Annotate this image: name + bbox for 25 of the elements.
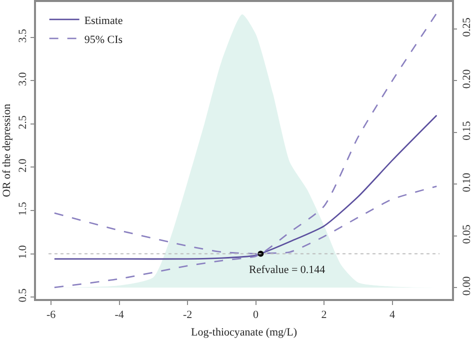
y2-tick-label: 0.05 <box>461 224 474 244</box>
legend-label: Estimate <box>84 14 123 27</box>
x-tick-label: 2 <box>321 308 327 321</box>
x-tick-label: -2 <box>182 308 192 321</box>
y2-tick-label: 0.00 <box>461 276 474 296</box>
line-series <box>54 114 438 260</box>
y-tick-label: 2.5 <box>16 114 29 130</box>
y-axis-title: OR of the depression <box>1 103 13 198</box>
y-tick-label: 0.5 <box>16 288 29 302</box>
y-tick-label: 2.0 <box>16 158 29 172</box>
y-tick-label: 1.5 <box>16 201 29 216</box>
y-tick-label: 1.0 <box>16 244 29 259</box>
x-tick-label: 4 <box>390 308 396 321</box>
y-tick-label: 3.5 <box>16 28 29 43</box>
annotation: Refvalue = 0.144 <box>249 264 326 276</box>
y-tick-label: 3.0 <box>16 72 29 86</box>
y2-tick-label: 0.10 <box>461 172 474 192</box>
x-axis-title: Log-thiocyanate (mg/L) <box>191 326 298 339</box>
x-tick-label: -6 <box>46 308 56 321</box>
x-tick-label: 0 <box>253 308 260 321</box>
y2-tick-label: 0.25 <box>461 17 474 37</box>
x-tick-label: -4 <box>114 308 124 321</box>
legend-label: 95% CIs <box>84 34 123 46</box>
y2-tick-label: 0.20 <box>461 68 474 89</box>
y2-tick-label: 0.15 <box>461 120 474 140</box>
